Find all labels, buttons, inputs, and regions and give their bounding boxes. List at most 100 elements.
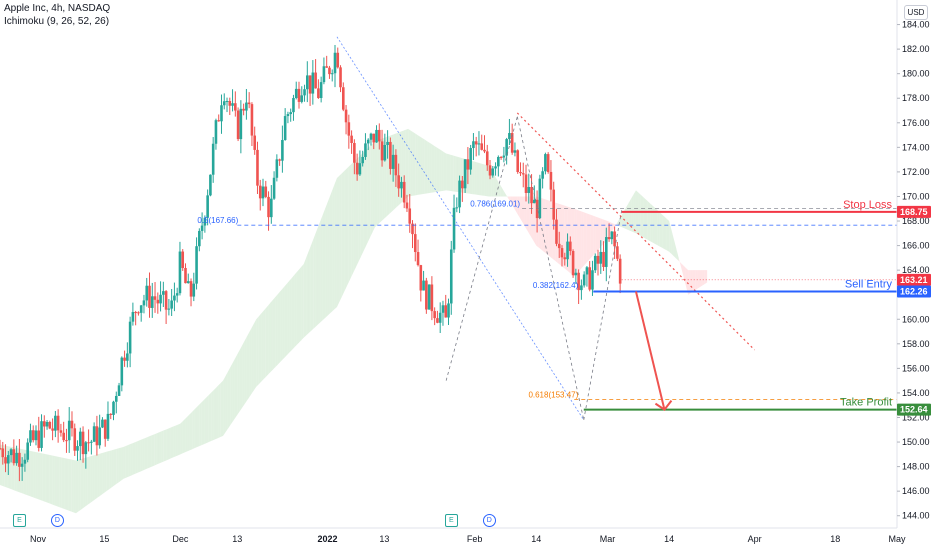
cloud-segment-bullish	[453, 155, 456, 192]
cloud-segment-bearish	[545, 199, 549, 256]
cloud-segment-bearish	[688, 270, 691, 295]
candle-body	[599, 251, 603, 264]
candle-body	[20, 463, 24, 467]
candle-body	[552, 189, 556, 220]
price-tick-label: 150.00	[902, 437, 930, 447]
candle-body	[131, 312, 135, 322]
candle-body	[42, 421, 46, 427]
candle-body	[62, 432, 65, 441]
earnings-event-icon[interactable]: E	[444, 514, 458, 527]
cloud-segment-bearish	[519, 196, 523, 222]
candle-body	[469, 148, 472, 170]
time-tick-label: Nov	[30, 534, 47, 544]
candle-body	[294, 88, 298, 99]
candle-body	[198, 230, 201, 247]
candle-body	[220, 105, 223, 122]
candle-body	[123, 357, 126, 361]
candle-body	[610, 231, 614, 240]
time-tick-label: Feb	[467, 534, 483, 544]
cloud-segment-bullish	[59, 456, 62, 508]
dividend-event-icon[interactable]: D	[482, 514, 496, 527]
cloud-segment-bullish	[417, 135, 421, 195]
candle-body	[192, 283, 196, 297]
candle-body	[530, 186, 533, 204]
cloud-segment-bullish	[643, 196, 646, 239]
candle-body	[317, 88, 320, 99]
cloud-segment-bullish	[64, 457, 67, 510]
cloud-segment-bullish	[161, 430, 164, 463]
cloud-segment-bullish	[116, 448, 119, 485]
cloud-segment-bullish	[135, 441, 138, 474]
price-tick-label: 174.00	[902, 142, 930, 152]
chart-symbol-title: Apple Inc, 4h, NASDAQ	[4, 3, 111, 14]
candle-body	[26, 442, 29, 460]
cloud-segment-bullish	[104, 451, 107, 493]
cloud-segment-bullish	[486, 165, 489, 197]
candle-body	[120, 357, 124, 386]
cloud-segment-bullish	[505, 193, 508, 198]
cloud-segment-bullish	[75, 459, 79, 514]
cloud-segment-bearish	[512, 196, 515, 210]
price-tick-label: 146.00	[902, 486, 930, 496]
candle-body	[494, 166, 497, 169]
cloud-segment-bearish	[612, 223, 615, 232]
candle-body	[502, 155, 506, 158]
cloud-segment-bullish	[218, 383, 221, 438]
time-tick-label: 2022	[317, 534, 337, 544]
cloud-segment-bullish	[109, 450, 112, 490]
candle-body	[228, 101, 232, 106]
candle-body	[87, 442, 90, 444]
cloud-segment-bearish	[704, 270, 708, 284]
candle-body	[563, 257, 567, 260]
candle-body	[569, 241, 572, 252]
cloud-segment-bullish	[185, 416, 188, 453]
cloud-segment-bullish	[90, 455, 93, 503]
cloud-segment-bullish	[325, 202, 328, 318]
candle-body	[281, 139, 284, 161]
time-axis[interactable]: Nov 15 Dec 13 2022 13 Feb 14 Mar 14 Apr 18 May	[0, 527, 906, 544]
fib-label: 0.786(169.01)	[470, 200, 520, 209]
candle-body	[402, 181, 406, 203]
cloud-segment-bullish	[624, 206, 627, 230]
cloud-segment-bullish	[83, 457, 86, 509]
candle-body	[521, 173, 525, 175]
cloud-segment-bullish	[213, 387, 216, 440]
cloud-segment-bullish	[156, 432, 159, 465]
earnings-event-icon[interactable]: E	[12, 514, 26, 527]
cloud-segment-bullish	[194, 406, 197, 449]
candle-body	[206, 195, 209, 218]
cloud-segment-bullish	[280, 288, 283, 363]
time-tick-label: 13	[232, 534, 242, 544]
time-tick-label: Apr	[748, 534, 762, 544]
candle-body	[425, 280, 428, 310]
cloud-segment-bullish	[346, 166, 349, 288]
currency-button[interactable]: USD	[904, 5, 928, 20]
candle-body	[98, 427, 101, 446]
candle-body	[159, 294, 162, 304]
candle-body	[447, 303, 450, 318]
indicator-legend[interactable]: Ichimoku (9, 26, 52, 26)	[4, 16, 110, 27]
candle-body	[485, 151, 489, 166]
price-axis[interactable]: 144.00 146.00 148.00 150.00 152.00 154.00 156.…	[896, 0, 930, 528]
cloud-segment-bullish	[405, 128, 409, 199]
time-tick-label: Mar	[600, 534, 616, 544]
candle-body	[67, 420, 71, 441]
cloud-segment-bearish	[678, 257, 682, 268]
candle-body	[555, 219, 558, 244]
candle-body	[438, 312, 442, 323]
candle-body	[73, 428, 77, 451]
cloud-segment-bullish	[374, 140, 378, 228]
cloud-segment-bullish	[261, 310, 264, 382]
dividend-event-icon[interactable]: D	[50, 514, 64, 527]
last-price-tag: 163.21	[897, 273, 931, 286]
cloud-segment-bullish	[132, 442, 136, 475]
cloud-segment-bearish	[517, 196, 520, 218]
candle-body	[519, 172, 522, 174]
cloud-segment-bullish	[422, 138, 425, 195]
cloud-segment-bullish	[441, 150, 444, 192]
cloud-segment-bullish	[450, 154, 454, 192]
cloud-segment-bullish	[97, 453, 100, 498]
cloud-segment-bullish	[427, 141, 430, 194]
price-tick-label: 180.00	[902, 69, 930, 79]
